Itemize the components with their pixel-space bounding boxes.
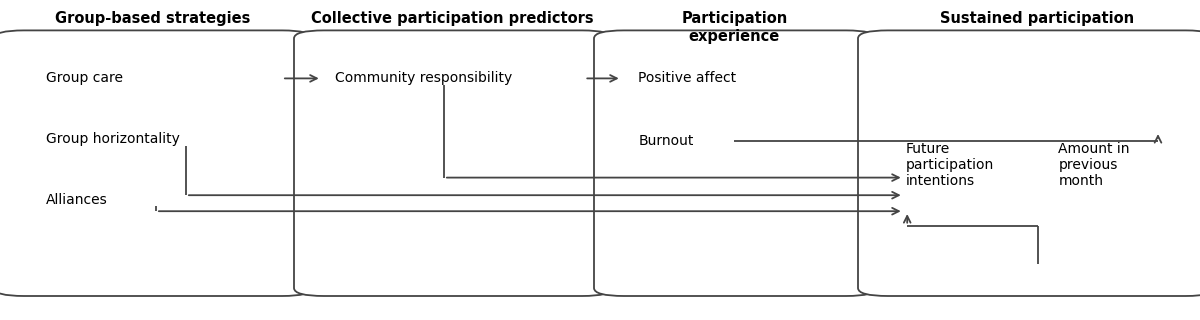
Text: Group horizontality: Group horizontality [46, 132, 180, 146]
Text: Positive affect: Positive affect [638, 71, 737, 85]
Text: Future
participation
intentions: Future participation intentions [906, 141, 995, 188]
Text: Group-based strategies: Group-based strategies [55, 11, 250, 26]
Text: Group care: Group care [46, 71, 122, 85]
Text: Collective participation predictors: Collective participation predictors [311, 11, 594, 26]
FancyBboxPatch shape [0, 30, 312, 296]
FancyBboxPatch shape [294, 30, 612, 296]
Text: Participation
experience: Participation experience [682, 11, 787, 44]
FancyBboxPatch shape [858, 30, 1200, 296]
Text: Community responsibility: Community responsibility [335, 71, 512, 85]
Text: Burnout: Burnout [638, 134, 694, 148]
FancyBboxPatch shape [594, 30, 876, 296]
Text: Amount in
previous
month: Amount in previous month [1058, 141, 1130, 188]
Text: Sustained participation: Sustained participation [940, 11, 1134, 26]
Text: Alliances: Alliances [46, 193, 107, 207]
